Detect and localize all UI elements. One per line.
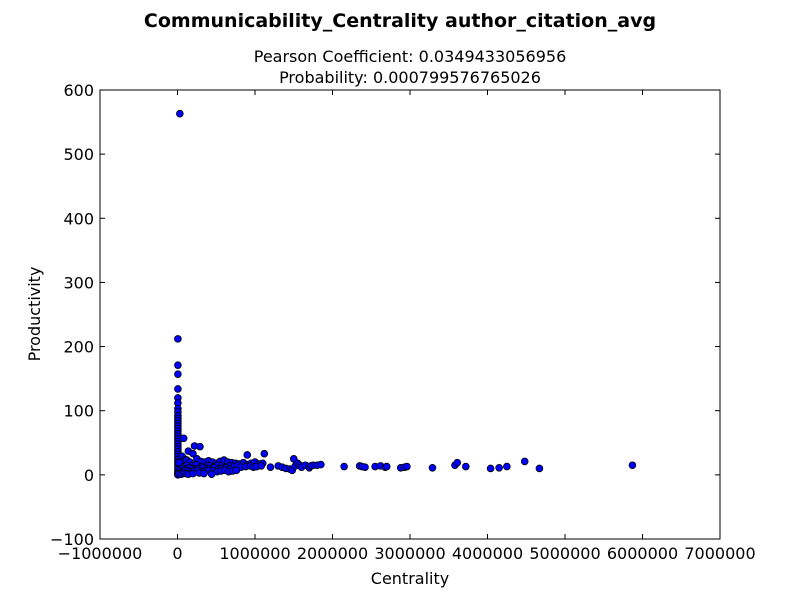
data-point bbox=[453, 458, 462, 467]
data-point bbox=[340, 462, 348, 471]
data-point bbox=[257, 462, 266, 470]
y-tick-label: 500 bbox=[63, 145, 94, 164]
data-point bbox=[189, 469, 197, 478]
data-point bbox=[461, 462, 470, 471]
data-points bbox=[174, 109, 637, 479]
data-point bbox=[176, 109, 184, 118]
x-tick-label: 6000000 bbox=[607, 544, 678, 563]
x-tick-label: 0 bbox=[172, 544, 182, 563]
data-point bbox=[317, 460, 325, 469]
x-tick-label: 1000000 bbox=[219, 544, 290, 563]
data-point bbox=[174, 335, 182, 343]
data-point bbox=[486, 464, 495, 473]
x-tick-label: 3000000 bbox=[374, 544, 445, 563]
data-point bbox=[243, 451, 252, 459]
x-tick-label: 7000000 bbox=[684, 544, 755, 563]
y-tick-label: 300 bbox=[63, 273, 94, 292]
data-point bbox=[260, 449, 269, 458]
data-point bbox=[174, 370, 182, 378]
x-tick-label: 2000000 bbox=[297, 544, 368, 563]
y-tick-label: 600 bbox=[63, 81, 94, 100]
data-point bbox=[361, 463, 369, 471]
axis-ticks bbox=[99, 89, 721, 540]
data-point bbox=[628, 461, 637, 470]
y-tick-label: 0 bbox=[84, 466, 94, 485]
x-tick-label: −1000000 bbox=[58, 544, 143, 563]
data-point bbox=[495, 463, 503, 472]
data-point bbox=[189, 449, 197, 458]
data-point bbox=[175, 458, 183, 467]
data-point bbox=[179, 434, 188, 443]
chart-title: Communicability_Centrality author_citati… bbox=[144, 10, 656, 32]
y-tick-label: 200 bbox=[63, 338, 94, 357]
data-point bbox=[232, 466, 241, 475]
y-tick-label: 400 bbox=[63, 209, 94, 228]
x-axis-label: Centrality bbox=[371, 569, 449, 588]
data-point bbox=[535, 464, 544, 473]
data-point bbox=[196, 442, 204, 451]
chart-subtitle-probability: Probability: 0.000799576765026 bbox=[279, 68, 541, 87]
data-point bbox=[200, 469, 208, 478]
y-axis-label: Productivity bbox=[25, 267, 44, 362]
data-point bbox=[520, 457, 529, 466]
data-point bbox=[174, 361, 182, 369]
tick-labels: −1000000 0 1000000 2000000 3000000 4000000 500… bbox=[50, 81, 756, 563]
y-tick-label: −100 bbox=[50, 530, 94, 549]
x-tick-label: 5000000 bbox=[529, 544, 600, 563]
x-tick-label: 4000000 bbox=[452, 544, 523, 563]
data-point bbox=[207, 470, 216, 479]
data-point bbox=[503, 462, 511, 471]
data-point bbox=[382, 462, 391, 471]
chart-subtitle-pearson: Pearson Coefficient: 0.0349433056956 bbox=[254, 47, 567, 66]
data-point bbox=[403, 462, 411, 471]
data-point bbox=[174, 385, 182, 393]
data-point bbox=[428, 463, 437, 472]
y-tick-label: 100 bbox=[63, 402, 94, 421]
data-point bbox=[266, 463, 275, 471]
